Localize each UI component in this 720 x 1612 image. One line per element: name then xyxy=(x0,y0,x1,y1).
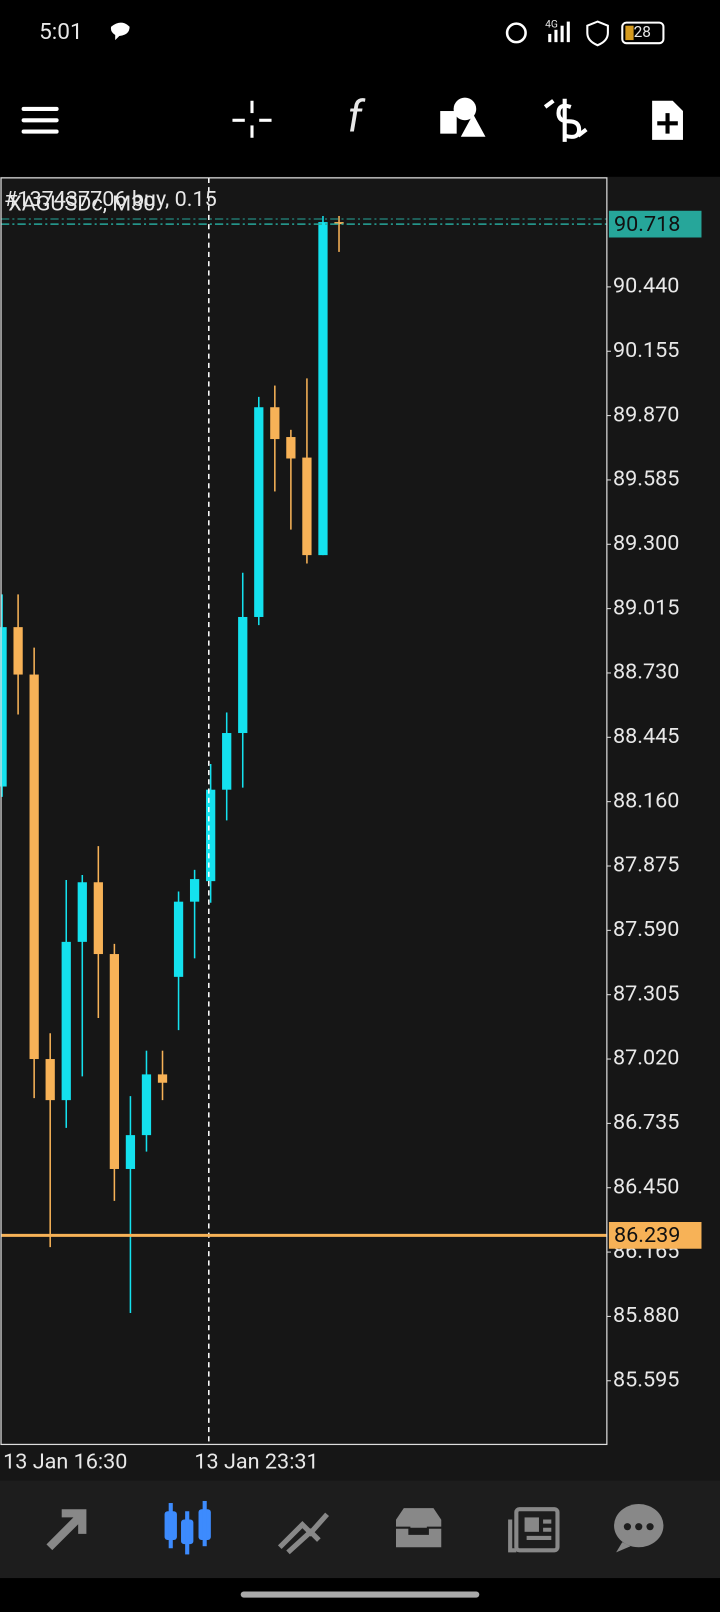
home-indicator xyxy=(240,1591,480,1598)
indicators-button[interactable]: f xyxy=(348,92,366,143)
battery-level xyxy=(625,25,634,41)
candle-body xyxy=(238,616,248,734)
crosshair-label: 13 Jan 23:31 xyxy=(194,1450,318,1475)
y-tick-label: 87.020 xyxy=(613,1046,679,1071)
shield-icon xyxy=(586,20,609,47)
chart-title: XAGUSDc, M30 xyxy=(8,191,155,216)
price-tag-label: 86.239 xyxy=(614,1223,680,1248)
y-tick-label: 90.155 xyxy=(613,338,679,363)
candle-body xyxy=(206,789,216,882)
alarm-icon xyxy=(505,22,527,44)
trade-button[interactable] xyxy=(543,98,588,142)
menu-button[interactable] xyxy=(21,106,59,134)
y-tick-label: 89.300 xyxy=(613,531,679,556)
crosshair-button[interactable] xyxy=(232,100,272,138)
candle-body xyxy=(45,1059,55,1101)
y-tick-label: 90.440 xyxy=(613,274,679,299)
candle-body xyxy=(189,879,200,902)
network: 4G xyxy=(545,17,558,30)
top-bar xyxy=(0,0,720,177)
battery xyxy=(621,21,665,45)
candle-body xyxy=(286,437,296,459)
candle-body xyxy=(77,882,87,942)
candle-body xyxy=(302,457,312,556)
candle-body xyxy=(222,733,232,790)
y-tick-label: 88.730 xyxy=(613,660,679,685)
y-tick-label: 88.445 xyxy=(613,724,679,749)
msg-icon xyxy=(110,22,130,41)
bottom-nav xyxy=(0,1480,720,1579)
nav-news[interactable] xyxy=(508,1507,560,1553)
chart: 90.440 90.155 89.870 89.585 89.300 89.015 88.7… xyxy=(0,177,702,1475)
chart-bg xyxy=(0,176,720,1481)
price-tag xyxy=(608,210,702,238)
time: 5:01 xyxy=(39,18,83,45)
battery-text: 28 xyxy=(634,23,651,41)
y-tick-label: 89.015 xyxy=(613,595,679,620)
y-tick-label: 86.735 xyxy=(613,1110,679,1135)
candle-body xyxy=(109,954,120,1169)
price-tag xyxy=(608,1221,702,1249)
nav-chart[interactable] xyxy=(164,1500,211,1555)
candle-body xyxy=(93,882,103,955)
y-tick-label: 87.305 xyxy=(613,981,679,1006)
candle-body xyxy=(13,627,23,675)
price-tag-label: 90.718 xyxy=(614,212,680,237)
candle-body xyxy=(334,222,344,225)
annotation: #137437706 buy, 0.15 xyxy=(4,187,217,212)
candle-body xyxy=(173,901,184,977)
nav-chat[interactable] xyxy=(614,1504,664,1553)
nav-history[interactable] xyxy=(393,1506,444,1550)
candle-body xyxy=(270,407,280,440)
y-tick-label: 86.450 xyxy=(613,1174,679,1199)
candle-body xyxy=(29,674,39,1060)
x-tick-label: 13 Jan 16:30 xyxy=(3,1450,127,1475)
y-tick-label: 85.595 xyxy=(613,1367,679,1392)
candle-body xyxy=(141,1074,152,1136)
plot-border xyxy=(0,177,608,1446)
y-tick-label: 87.590 xyxy=(613,917,679,942)
candle-body xyxy=(0,627,7,787)
candle-body xyxy=(318,222,328,556)
y-tick-label: 89.585 xyxy=(613,467,679,492)
candle-body xyxy=(125,1135,136,1169)
y-tick-label: 88.160 xyxy=(613,788,679,813)
y-tick-label: 89.870 xyxy=(613,402,679,427)
objects-button[interactable] xyxy=(440,97,486,137)
y-tick-label: 85.880 xyxy=(613,1303,679,1328)
new-order-button[interactable] xyxy=(652,100,683,140)
candle-body xyxy=(254,407,264,617)
nav-quotes[interactable] xyxy=(46,1509,87,1551)
signal-icon xyxy=(548,21,570,43)
candle-body xyxy=(157,1074,168,1083)
y-tick-label: 87.875 xyxy=(613,853,679,878)
nav-trade[interactable] xyxy=(277,1512,330,1555)
candle-body xyxy=(61,941,71,1101)
